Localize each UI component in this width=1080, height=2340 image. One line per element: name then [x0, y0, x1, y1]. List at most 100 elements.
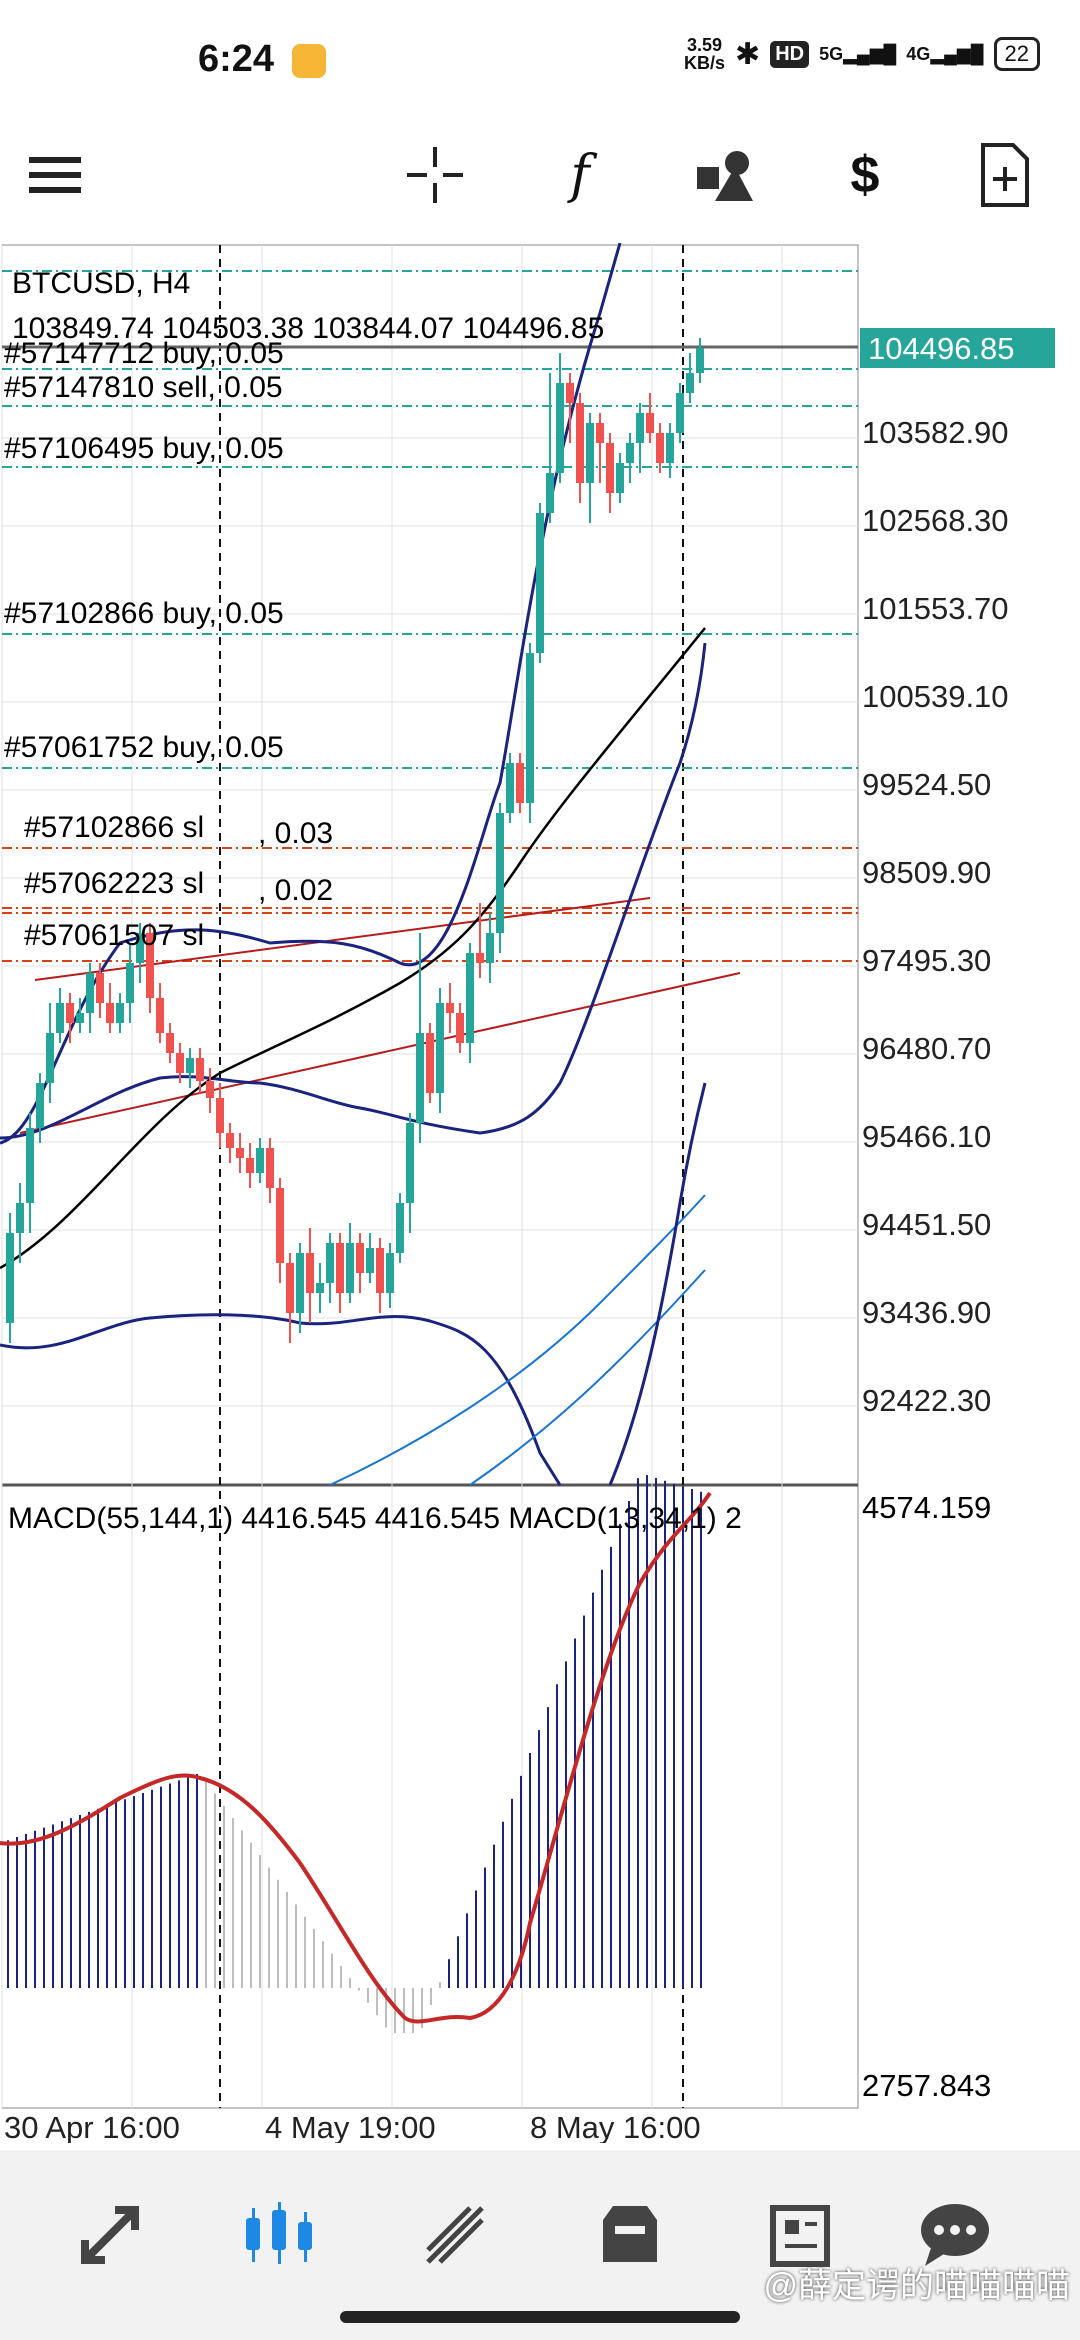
objects-icon[interactable] [690, 140, 760, 210]
order-labels: #57147712 buy, 0.05 #57147810 sell, 0.05… [4, 337, 333, 952]
candle-body [386, 1253, 394, 1293]
candle-body [516, 763, 524, 803]
candle-body [226, 1133, 234, 1148]
candle-body [6, 1233, 14, 1323]
time-tick: 4 May 19:00 [265, 2110, 436, 2143]
candlesticks [6, 338, 704, 1343]
price-tick: 98509.90 [862, 855, 991, 890]
price-tick: 93436.90 [862, 1295, 991, 1330]
candle-body [26, 1128, 34, 1203]
candle-body [376, 1248, 384, 1293]
status-time: 6:24 [198, 38, 275, 80]
trade-nav-icon[interactable] [410, 2190, 500, 2280]
hd-badge: HD [770, 40, 810, 68]
macd-frame [1, 1484, 859, 2109]
battery-icon: 22 [993, 37, 1040, 71]
price-tick: 94451.50 [862, 1207, 991, 1242]
order-label: #57147712 buy, 0.05 [4, 337, 284, 370]
candle-body [176, 1053, 184, 1073]
candle-body [296, 1253, 304, 1313]
candle-body [566, 383, 574, 403]
status-bar: 6:24 3.59 KB/s ✱ HD 5G▂▄▆█ 4G▂▄▆█ 22 [0, 0, 1080, 120]
news-icon[interactable] [755, 2190, 845, 2280]
price-tick: 99524.50 [862, 767, 991, 802]
bluetooth-icon: ✱ [735, 37, 761, 71]
chart-canvas[interactable]: BTCUSD, H4 103849.74 104503.38 103844.07… [0, 242, 1080, 2145]
candle-body [626, 443, 634, 463]
candle-body [106, 1003, 114, 1023]
candle-body [396, 1203, 404, 1253]
candle-body [146, 933, 154, 998]
candle-body [526, 653, 534, 803]
notification-icon [292, 44, 326, 78]
trendline-upper[interactable] [34, 897, 651, 981]
price-tick: 101553.70 [862, 591, 1009, 626]
crosshair-icon[interactable] [400, 140, 470, 210]
bottom-nav: @薛定谔的喵喵喵喵 [0, 2150, 1080, 2340]
price-axis: 103582.90 102568.30 101553.70 100539.10 … [862, 415, 1009, 1418]
candle-body [416, 1033, 424, 1123]
price-chart[interactable]: BTCUSD, H4 103849.74 104503.38 103844.07… [0, 242, 1080, 2145]
sl-label-volume: , 0.03 [258, 817, 333, 850]
history-icon[interactable] [585, 2190, 675, 2280]
sl-label: #57102866 sl [24, 811, 204, 844]
candle-body [76, 1013, 84, 1023]
candle-body [466, 953, 474, 1043]
candle-body [36, 1083, 44, 1128]
candle-body [336, 1243, 344, 1293]
candle-body [486, 933, 494, 963]
candle-body [536, 513, 544, 653]
home-indicator[interactable] [340, 2311, 740, 2323]
candle-body [116, 1003, 124, 1023]
trendline-lower[interactable] [19, 972, 741, 1134]
candle-body [196, 1058, 204, 1081]
candle-body [676, 393, 684, 433]
signal-5g: 5G▂▄▆█ [819, 43, 897, 64]
net-speed-value: 3.59 [687, 35, 723, 55]
candle-body [596, 423, 604, 443]
price-tick: 103582.90 [862, 415, 1009, 450]
indicators-icon[interactable]: f [570, 145, 590, 205]
price-tick: 92422.30 [862, 1383, 991, 1418]
ma-blue-1 [329, 1194, 706, 1486]
candle-body [326, 1243, 334, 1283]
candle-body [366, 1248, 374, 1273]
candle-body [476, 953, 484, 963]
order-label: #57147810 sell, 0.05 [4, 371, 283, 404]
current-price-value: 104496.85 [868, 331, 1015, 366]
symbol-timeframe: BTCUSD, H4 [12, 267, 190, 300]
quotes-icon[interactable] [65, 2190, 155, 2280]
net-speed-unit: KB/s [684, 53, 726, 73]
candle-body [246, 1158, 254, 1173]
candle-body [316, 1283, 324, 1293]
candle-body [436, 1003, 444, 1093]
candle-body [86, 973, 94, 1013]
time-tick: 30 Apr 16:00 [4, 2110, 180, 2143]
signal-4g: 4G▂▄▆█ [906, 43, 984, 64]
trade-icon[interactable]: $ [850, 146, 880, 204]
bollinger-middle [0, 642, 707, 1140]
new-order-icon[interactable] [970, 140, 1040, 210]
candle-body [166, 1033, 174, 1053]
macd-histogram [7, 1475, 702, 2033]
order-label: #57102866 buy, 0.05 [4, 597, 284, 630]
candle-body [346, 1243, 354, 1293]
candle-body [696, 348, 704, 373]
candle-body [266, 1148, 274, 1188]
messages-icon[interactable] [910, 2190, 1000, 2280]
candle-body [556, 383, 564, 473]
candle-body [456, 1013, 464, 1043]
candle-body [186, 1058, 194, 1073]
order-lines [2, 270, 858, 962]
watermark: @薛定谔的喵喵喵喵 [763, 2267, 1070, 2305]
candle-body [56, 1003, 64, 1033]
price-tick: 100539.10 [862, 679, 1009, 714]
menu-icon[interactable] [20, 140, 90, 210]
chart-toolbar: f $ [0, 120, 1080, 230]
macd-label: MACD(55,144,1) 4416.545 4416.545 MACD(13… [8, 1502, 742, 1535]
chart-icon[interactable] [235, 2190, 325, 2280]
price-tick: 96480.70 [862, 1031, 991, 1066]
ohlc-values: 103849.74 104503.38 103844.07 104496.85 [12, 312, 604, 345]
time-axis: 30 Apr 16:00 4 May 19:00 8 May 16:00 [4, 2110, 701, 2145]
candle-body [616, 463, 624, 493]
